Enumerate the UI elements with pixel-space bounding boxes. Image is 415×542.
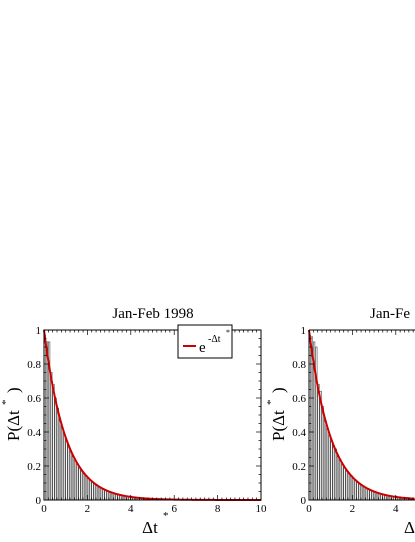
histogram-bar bbox=[371, 490, 374, 501]
histogram-bar bbox=[347, 473, 350, 501]
histogram-bar bbox=[78, 467, 81, 501]
histogram-bar bbox=[97, 486, 101, 501]
histogram-bar bbox=[341, 463, 344, 501]
histogram-bar bbox=[358, 483, 361, 501]
histogram-bar bbox=[89, 480, 92, 501]
y-tick-label: 0.6 bbox=[292, 393, 306, 405]
histogram-bar bbox=[82, 473, 85, 501]
histogram-bar bbox=[71, 455, 75, 501]
x-tick-label: 6 bbox=[171, 503, 177, 515]
histogram-bar bbox=[345, 470, 348, 501]
x-tick-labels: 0 2 4 bbox=[306, 503, 399, 515]
y-tick-label: 0.2 bbox=[292, 461, 306, 473]
histogram-bar bbox=[326, 428, 329, 501]
histogram-bar bbox=[317, 384, 320, 501]
histogram-bar bbox=[356, 481, 359, 501]
histogram-bar bbox=[54, 397, 57, 501]
chart-title: Jan-Fe bbox=[370, 306, 410, 322]
histogram-bar bbox=[336, 455, 340, 501]
x-tick-label: 4 bbox=[393, 503, 399, 515]
y-axis-label-main: P(Δt bbox=[269, 410, 288, 441]
histogram-bar bbox=[50, 372, 53, 501]
x-tick-label: 10 bbox=[256, 503, 268, 515]
histogram-bar bbox=[330, 440, 333, 501]
histogram-bar bbox=[93, 483, 96, 501]
histogram-bar bbox=[80, 470, 83, 501]
histogram-bar bbox=[67, 445, 70, 501]
histogram-bar bbox=[91, 481, 94, 501]
histogram-bar bbox=[332, 445, 335, 501]
legend-label: e bbox=[199, 340, 206, 356]
histogram-bar bbox=[319, 390, 322, 501]
histogram-bar bbox=[74, 460, 77, 501]
histogram-bar bbox=[65, 440, 68, 501]
x-axis-label: Δ bbox=[404, 518, 415, 537]
legend-label-superscript: -Δt bbox=[208, 334, 221, 345]
y-axis-label-close: ) bbox=[269, 387, 288, 393]
histogram-bar bbox=[362, 486, 366, 501]
y-tick-label: 1 bbox=[36, 325, 42, 337]
histogram-bar bbox=[328, 435, 331, 501]
histogram-bar bbox=[102, 488, 105, 501]
histogram-bar bbox=[69, 450, 72, 501]
y-axis-label-main: P(Δt bbox=[4, 410, 23, 441]
histogram-bar bbox=[76, 463, 79, 501]
panel-jan-fe: Jan-Fe 0 0.2 0.4 0.6 0.8 1 0 2 4 Δ P(Δt … bbox=[265, 306, 415, 537]
exponential-fit-line bbox=[308, 329, 415, 500]
x-tick-label: 0 bbox=[306, 503, 312, 515]
y-tick-label: 1 bbox=[301, 325, 307, 337]
x-tick-label: 0 bbox=[41, 503, 47, 515]
legend-label-superscript-star: * bbox=[226, 328, 230, 337]
x-tick-label: 2 bbox=[350, 503, 356, 515]
histogram-bar bbox=[52, 384, 55, 501]
histogram-bar bbox=[339, 458, 342, 501]
histogram-bar bbox=[334, 448, 337, 501]
x-tick-labels: 0 2 4 6 8 10 bbox=[41, 503, 267, 515]
legend-box bbox=[177, 324, 233, 359]
histogram-bar bbox=[63, 433, 66, 501]
x-tick-label: 2 bbox=[85, 503, 91, 515]
y-tick-label: 0.4 bbox=[292, 427, 306, 439]
histogram-bar bbox=[367, 488, 370, 501]
x-axis-label-superscript: * bbox=[163, 510, 169, 522]
histogram-bar bbox=[84, 475, 88, 501]
y-tick-label: 0.8 bbox=[292, 359, 306, 371]
histogram-bar bbox=[349, 475, 353, 501]
legend: e -Δt * bbox=[177, 324, 233, 359]
histogram-bar bbox=[61, 426, 64, 501]
histogram-bar bbox=[106, 490, 109, 501]
y-tick-label: 0.6 bbox=[27, 393, 41, 405]
y-tick-label: 0.2 bbox=[27, 461, 41, 473]
histogram-bar bbox=[321, 406, 324, 501]
y-axis-label-superscript: * bbox=[0, 400, 12, 406]
y-axis-label-superscript: * bbox=[265, 400, 277, 406]
axis-ticks bbox=[308, 329, 414, 501]
x-tick-label: 8 bbox=[215, 503, 221, 515]
chart-title: Jan-Feb 1998 bbox=[112, 306, 193, 322]
axis-ticks bbox=[43, 329, 262, 501]
panel-jan-feb-1998: Jan-Feb 1998 0 0.2 0.4 0.6 0.8 1 0 2 4 6… bbox=[0, 306, 267, 537]
y-tick-labels: 0 0.2 0.4 0.6 0.8 1 bbox=[292, 325, 306, 507]
y-tick-label: 0.4 bbox=[27, 427, 41, 439]
y-tick-label: 0.8 bbox=[27, 359, 41, 371]
histogram-bar bbox=[354, 480, 357, 501]
y-tick-label: 0 bbox=[301, 495, 307, 507]
y-tick-labels: 0 0.2 0.4 0.6 0.8 1 bbox=[27, 325, 41, 507]
histogram-bar bbox=[58, 418, 62, 501]
x-tick-label: 4 bbox=[128, 503, 134, 515]
y-axis-label-close: ) bbox=[4, 387, 23, 393]
y-axis-label: P(Δt * ) bbox=[265, 387, 288, 441]
histogram-bar bbox=[323, 419, 327, 501]
x-axis-label: Δt bbox=[142, 518, 158, 537]
y-axis-label: P(Δt * ) bbox=[0, 387, 23, 441]
histogram-bar bbox=[45, 341, 49, 501]
histogram-bar bbox=[56, 407, 59, 501]
y-tick-label: 0 bbox=[36, 495, 42, 507]
histogram-bar bbox=[343, 467, 346, 501]
